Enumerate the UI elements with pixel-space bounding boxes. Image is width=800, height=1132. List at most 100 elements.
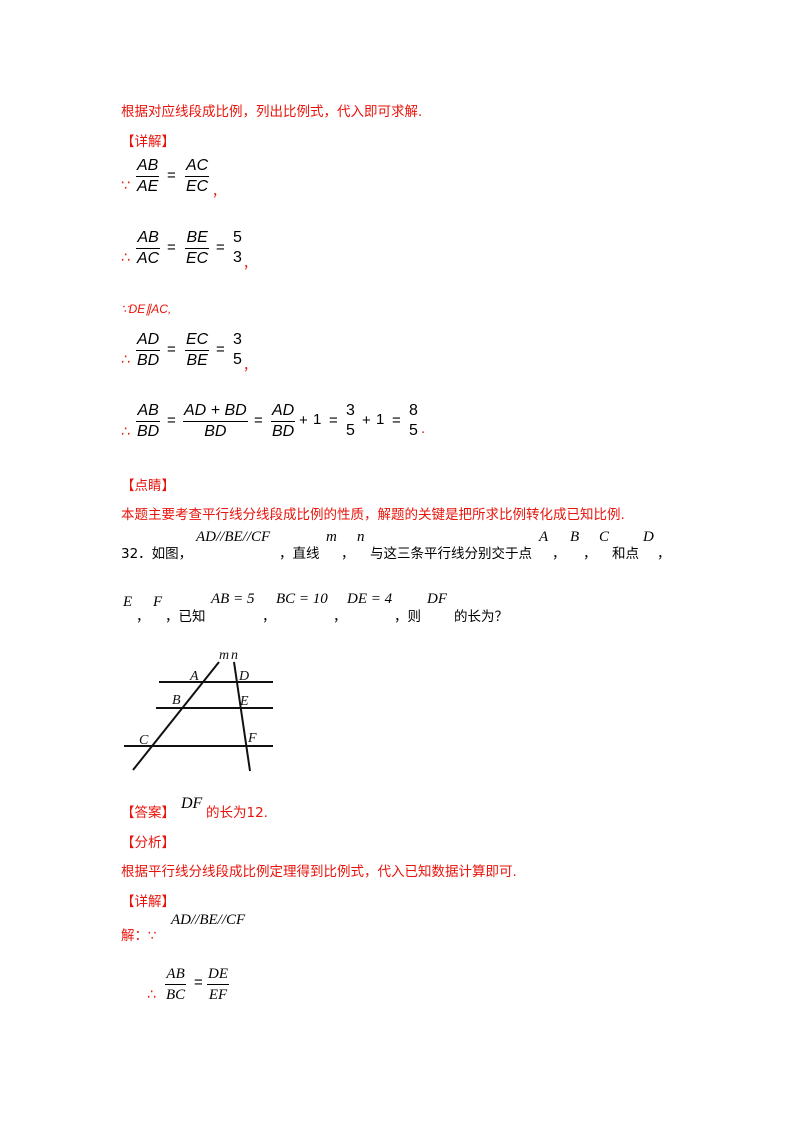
label-c: C [139, 733, 149, 748]
fraction-8-5: 8 5 [408, 401, 419, 441]
denominator: 3 [233, 249, 242, 266]
numerator: AD [136, 330, 161, 351]
numerator: EC [185, 330, 210, 351]
problem-text: 的长为？ [454, 609, 508, 625]
analysis-text: 根据平行线分线段成比例定理得到比例式，代入已知数据计算即可. [121, 864, 517, 880]
equals-sign: = [194, 974, 203, 991]
fraction-5-3: 5 3 [232, 228, 243, 268]
denominator: BD [137, 352, 160, 369]
equals-sign: = [329, 412, 338, 429]
problem-text: 和点 [612, 546, 639, 562]
plus-sign: + [299, 412, 308, 429]
numerator: AD [271, 401, 296, 422]
geometry-figure: m n A D B E C F [124, 648, 273, 772]
var-n: n [357, 529, 365, 545]
fraction-be-ec: BE EC [185, 228, 210, 269]
denominator: 5 [233, 351, 242, 368]
fraction-de-ef: DE EF [207, 964, 229, 1005]
var-c: C [599, 529, 610, 545]
denominator: BD [204, 423, 227, 440]
fraction-ab-bc: AB BC [165, 964, 187, 1005]
separator: ， [333, 609, 347, 625]
label-n: n [231, 648, 238, 663]
fraction-3-5: 3 5 [345, 401, 356, 441]
because-symbol: ∵ [121, 178, 130, 194]
numerator: AB [136, 228, 161, 249]
condition-bc: BC = 10 [276, 591, 328, 607]
numerator: 8 [409, 402, 418, 419]
problem-text: ，则 [394, 609, 421, 625]
denominator: BD [272, 423, 295, 440]
var-df: DF [427, 591, 447, 607]
fraction-ad-bd: AD BD [271, 401, 296, 442]
label-d: D [238, 669, 249, 684]
section-detail-2: 【详解】 [121, 894, 175, 910]
equals-sign: = [167, 239, 176, 256]
separator: ， [657, 546, 671, 562]
parallels-expr: AD//BE//CF [196, 529, 271, 545]
equals-sign: = [167, 167, 176, 184]
therefore-symbol: ∴ [121, 250, 130, 266]
answer-text: 的长为12. [206, 805, 268, 821]
comma: ， [243, 257, 257, 272]
comment-text: 本题主要考查平行线分线段成比例的性质，解题的关键是把所求比例转化成已知比例. [121, 507, 625, 523]
equals-sign: = [216, 239, 225, 256]
equals-sign: = [167, 341, 176, 358]
condition-ab: AB = 5 [211, 591, 255, 607]
equals-sign: = [167, 412, 176, 429]
label-f: F [247, 731, 257, 746]
intro-line: 根据对应线段成比例，列出比例式，代入即可求解. [121, 104, 423, 120]
var-a: A [539, 529, 549, 545]
plus-sign: + [362, 412, 371, 429]
answer-var-df: DF [181, 795, 203, 812]
denominator: AE [137, 178, 159, 195]
one: 1 [313, 411, 322, 428]
section-comment: 【点睛】 [121, 478, 175, 494]
therefore-symbol: ∴ [147, 987, 156, 1003]
separator: ， [552, 546, 566, 562]
section-detail: 【详解】 [121, 134, 175, 150]
numerator: 3 [233, 331, 242, 348]
fraction-adbd-bd: AD + BD BD [183, 401, 248, 442]
numerator: 3 [346, 402, 355, 419]
denominator: BE [186, 352, 208, 369]
line-m [132, 661, 220, 771]
equals-sign: = [216, 341, 225, 358]
parallel-statement: ∵DE∥AC, [121, 302, 172, 316]
denominator: 5 [346, 422, 355, 439]
comma: ， [212, 185, 226, 200]
separator: ， [136, 609, 150, 625]
var-d: D [643, 529, 654, 545]
denominator: BD [137, 423, 160, 440]
numerator: AC [185, 156, 210, 177]
denominator: EF [208, 987, 228, 1003]
numerator: DE [207, 964, 229, 985]
problem-text: ，已知 [165, 609, 206, 625]
label-m: m [219, 648, 229, 663]
therefore-symbol: ∴ [121, 352, 130, 368]
var-f: F [153, 594, 163, 610]
numerator: AB [136, 156, 160, 177]
problem-text: 与这三条平行线分别交于点 [370, 546, 532, 562]
denominator: AC [137, 250, 160, 267]
denominator: 5 [409, 422, 418, 439]
section-analysis: 【分析】 [121, 835, 175, 851]
numerator: AB [165, 964, 187, 985]
numerator: BE [185, 228, 210, 249]
denominator: BC [166, 987, 186, 1003]
section-answer: 【答案】 [121, 805, 175, 821]
problem-text: ，直线 [279, 546, 320, 562]
equals-sign: = [392, 412, 401, 429]
comma: ， [243, 359, 257, 374]
denominator: EC [186, 250, 209, 267]
label-a: A [189, 669, 199, 684]
problem-number: 32．如图， [121, 546, 193, 562]
fraction-ab-ac: AB AC [136, 228, 161, 269]
fraction-ec-be: EC BE [185, 330, 210, 371]
fraction-ab-bd: AB BD [136, 401, 161, 442]
fraction-ad-bd: AD BD [136, 330, 161, 371]
label-b: B [172, 693, 181, 708]
solution-prefix: 解：∵ [121, 928, 157, 944]
therefore-symbol: ∴ [121, 424, 130, 440]
line-n [233, 661, 251, 772]
